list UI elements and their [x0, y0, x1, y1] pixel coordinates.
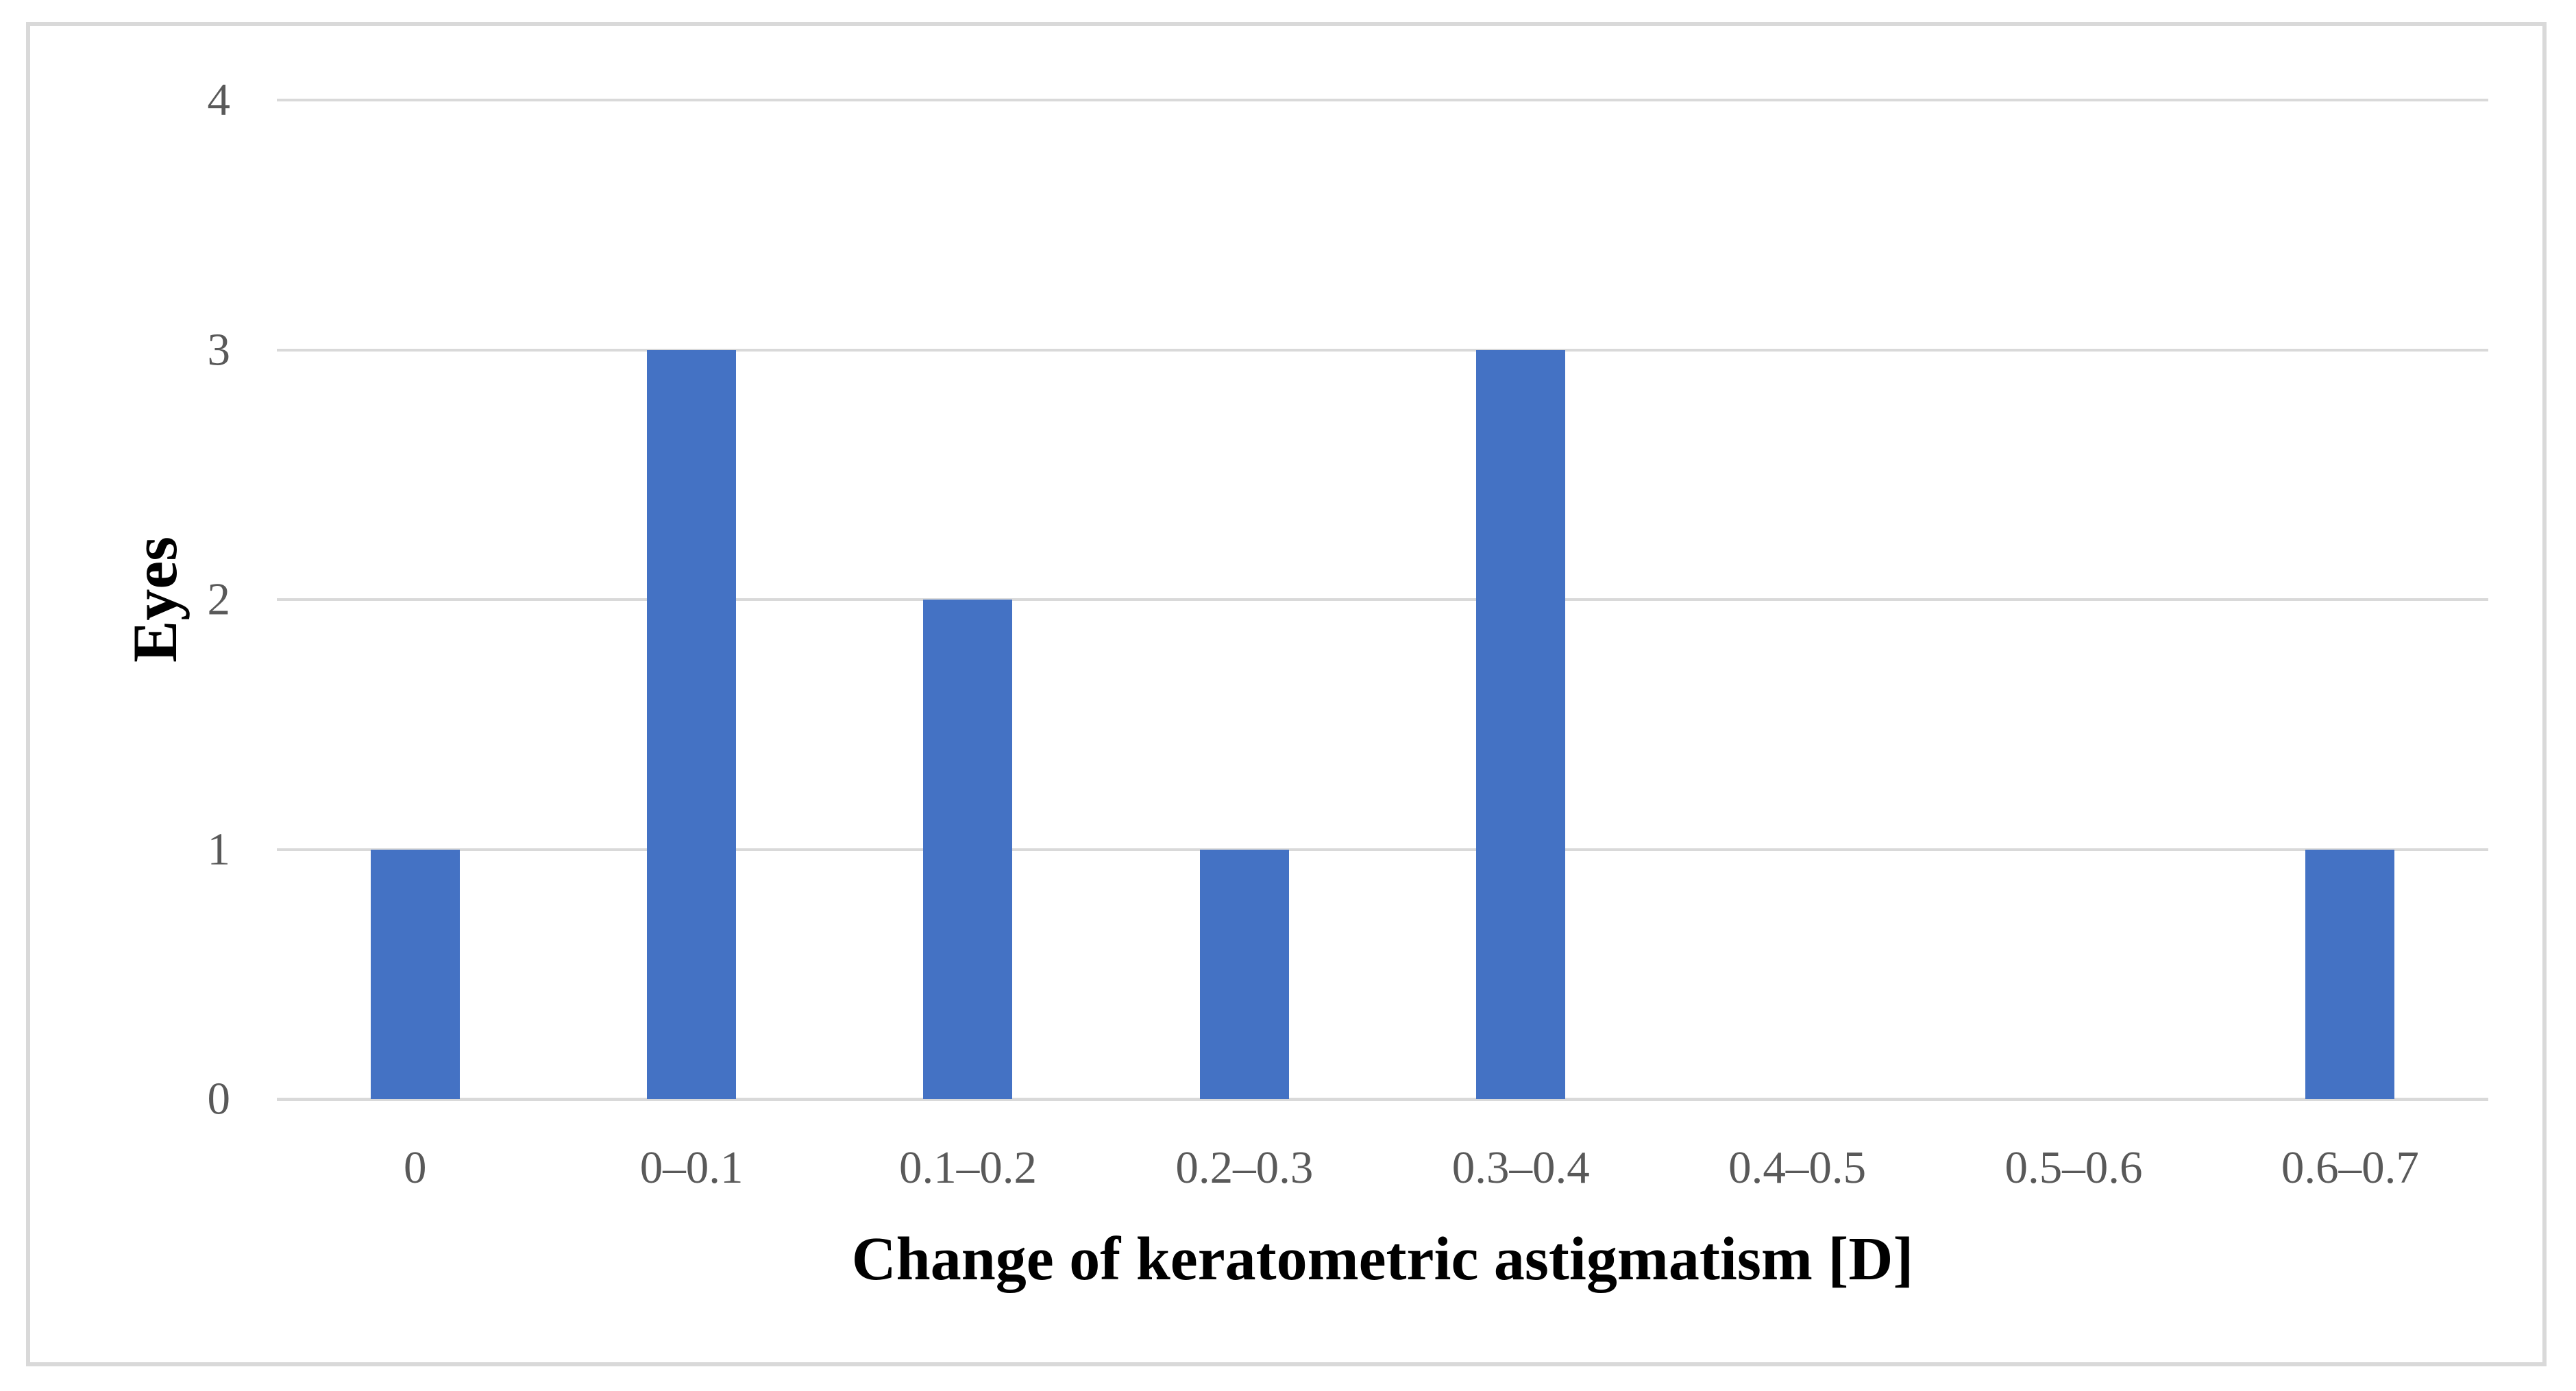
- bar: [1199, 849, 1289, 1099]
- x-tick-label: 0.1–0.2: [898, 1142, 1037, 1193]
- gridline: [277, 348, 2488, 352]
- y-tick-label: 1: [207, 824, 231, 874]
- bar: [2305, 849, 2395, 1099]
- bar: [370, 849, 460, 1099]
- y-tick-label: 4: [207, 74, 231, 125]
- x-tick-label: 0: [403, 1142, 427, 1193]
- x-axis-title: Change of keratometric astigmatism [D]: [851, 1225, 1914, 1293]
- y-tick-label: 0: [207, 1073, 231, 1124]
- chart-frame: 4 3 2 1 0 0 0–0.1 0.1–0.2 0.2–0.3 0.3–0.4 0.4–0.5 0…: [26, 22, 2547, 1366]
- y-tick-label: 2: [207, 574, 231, 625]
- x-tick-label: 0.4–0.5: [1728, 1142, 1867, 1193]
- gridline: [277, 848, 2488, 851]
- x-tick-label: 0.2–0.3: [1175, 1142, 1314, 1193]
- x-axis-line: [277, 1098, 2488, 1101]
- y-axis-title: Eyes: [120, 537, 190, 663]
- gridline: [277, 99, 2488, 101]
- y-tick-label: 3: [207, 324, 231, 375]
- bar: [1476, 349, 1566, 1099]
- x-tick-label: 0.3–0.4: [1451, 1142, 1590, 1193]
- x-tick-label: 0.6–0.7: [2281, 1142, 2419, 1193]
- x-tick-label: 0.5–0.6: [2004, 1142, 2143, 1193]
- x-tick-label: 0–0.1: [639, 1142, 744, 1193]
- plot-area: [277, 99, 2488, 1101]
- bar: [647, 349, 737, 1099]
- bar: [923, 600, 1013, 1099]
- gridline: [277, 598, 2488, 601]
